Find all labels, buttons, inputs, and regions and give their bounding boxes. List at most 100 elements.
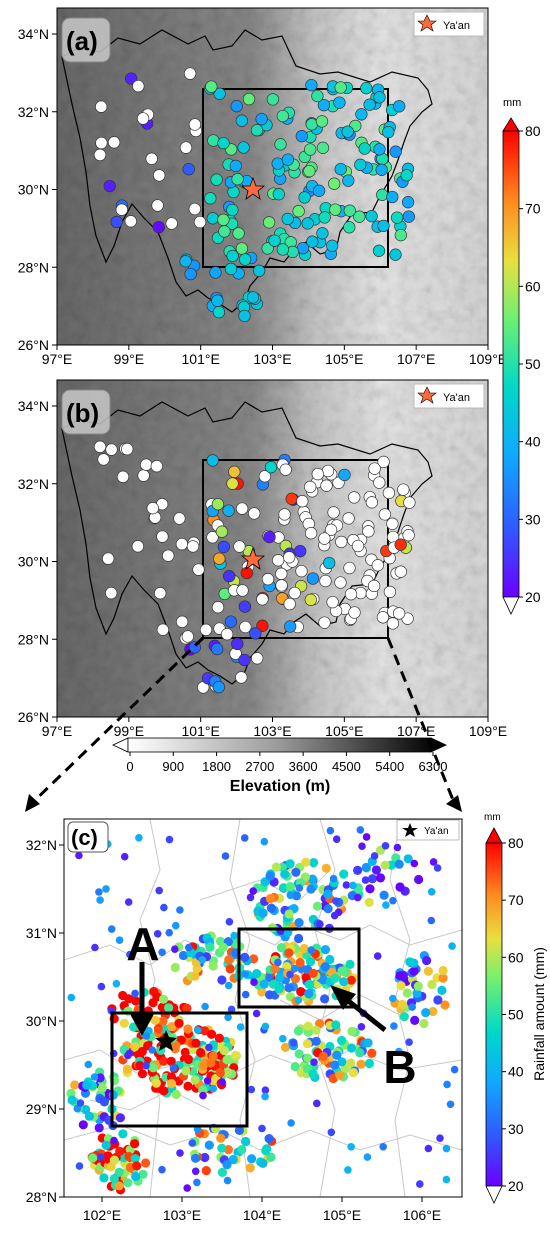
station-dot [145,152,158,165]
station-dot [206,531,219,544]
station-dot [386,517,399,530]
rain-dot [191,1038,201,1048]
rain-dot [323,904,333,914]
station-dot [365,496,379,509]
elevation-tick: 900 [162,759,184,774]
rain-dot [183,1184,191,1192]
yaan-star-b [240,546,266,570]
rain-dot [285,881,295,892]
rain-dot [355,1048,365,1058]
rain-dot [165,835,174,844]
station-dot [292,205,305,218]
rain-dot [313,1099,321,1108]
rain-dot [433,864,442,872]
rain-dot [320,962,330,972]
station-dot [283,597,296,611]
station-dot [154,587,167,600]
rain-dot [396,981,406,991]
elevation-tick: 1800 [202,759,231,774]
rain-dot [260,837,269,846]
rain-dot [198,1085,208,1095]
rain-dot [347,1143,355,1151]
rain-dot [344,1166,352,1174]
rain-dot [206,1058,216,1068]
rain-dot [309,858,319,868]
rain-dot [365,884,375,894]
rain-dot [409,966,419,976]
rain-dot [130,1139,140,1149]
rain-dot [118,1129,128,1139]
rain-dot [151,1078,161,1088]
rain-dot [375,873,386,883]
station-dot [179,255,192,268]
station-dot [131,540,145,553]
colorbar-bottom-tick: 20 [508,1178,524,1194]
elevation-tick: 6300 [419,759,448,774]
station-dot [223,570,236,583]
rain-dot [320,994,330,1004]
station-dot [329,203,342,216]
rain-dot [440,1000,450,1010]
rain-dot [424,1144,433,1153]
station-dot [116,470,130,483]
region-a-box [110,1011,249,1128]
station-dot [316,227,329,240]
rain-dot [331,1020,341,1030]
station-dot [378,508,392,521]
station-dot [95,100,108,113]
station-dot [295,130,308,143]
rain-dot [266,1152,276,1162]
rain-dot [135,1061,145,1071]
station-dot [249,627,262,640]
rain-dot [427,979,437,990]
legend-label-b: Ya'an [443,392,470,404]
rain-dot [125,1049,134,1058]
rain-dot [347,1026,357,1036]
rain-dot [316,920,324,928]
station-dot [121,442,134,456]
rain-dot [95,888,103,896]
x-tick-label: 99°E [114,723,145,739]
station-dot [175,537,189,551]
station-dot [179,141,193,154]
station-dot [403,496,416,509]
rain-dot [223,1176,232,1185]
rain-dot [190,971,200,981]
rain-dot [234,1125,244,1135]
rain-dot [340,1064,350,1074]
rain-dot [190,1075,200,1085]
rain-dot [437,985,447,996]
station-dot [281,212,294,226]
arrowhead-right [446,795,462,812]
rain-dot [223,1067,233,1077]
colorbar-top-tick: 40 [525,434,541,450]
elevation-tick: 3600 [289,759,318,774]
panel-b-label: (b) [66,398,99,428]
rain-dot [193,1178,201,1187]
rain-dot [436,1134,444,1142]
station-dot [275,579,288,592]
rain-dot [115,936,124,944]
rain-dot [293,1026,303,1036]
station-dot [231,173,244,186]
rain-dot [332,835,341,843]
station-dot [400,169,413,182]
rain-dot [142,1032,151,1040]
station-dot [188,202,201,216]
y-tick-label: 30°N [26,1013,57,1029]
station-dot [211,294,224,307]
x-tick-label: 101°E [182,351,220,367]
rain-dot [219,1046,229,1056]
station-dot [343,204,356,217]
rain-dot [337,1057,347,1067]
station-dot [183,67,197,80]
station-dot [281,153,295,166]
axes-c: 102°E 103°E 104°E 105°E 106°E 28°N 29°N 30°N 31°… [26,837,441,1223]
station-dot [193,215,207,229]
rain-dot [433,995,443,1005]
rain-dot [259,979,269,989]
rain-dot [199,1091,207,1100]
station-dot [279,463,292,476]
station-dot [392,607,406,620]
rain-dot [214,1033,224,1043]
